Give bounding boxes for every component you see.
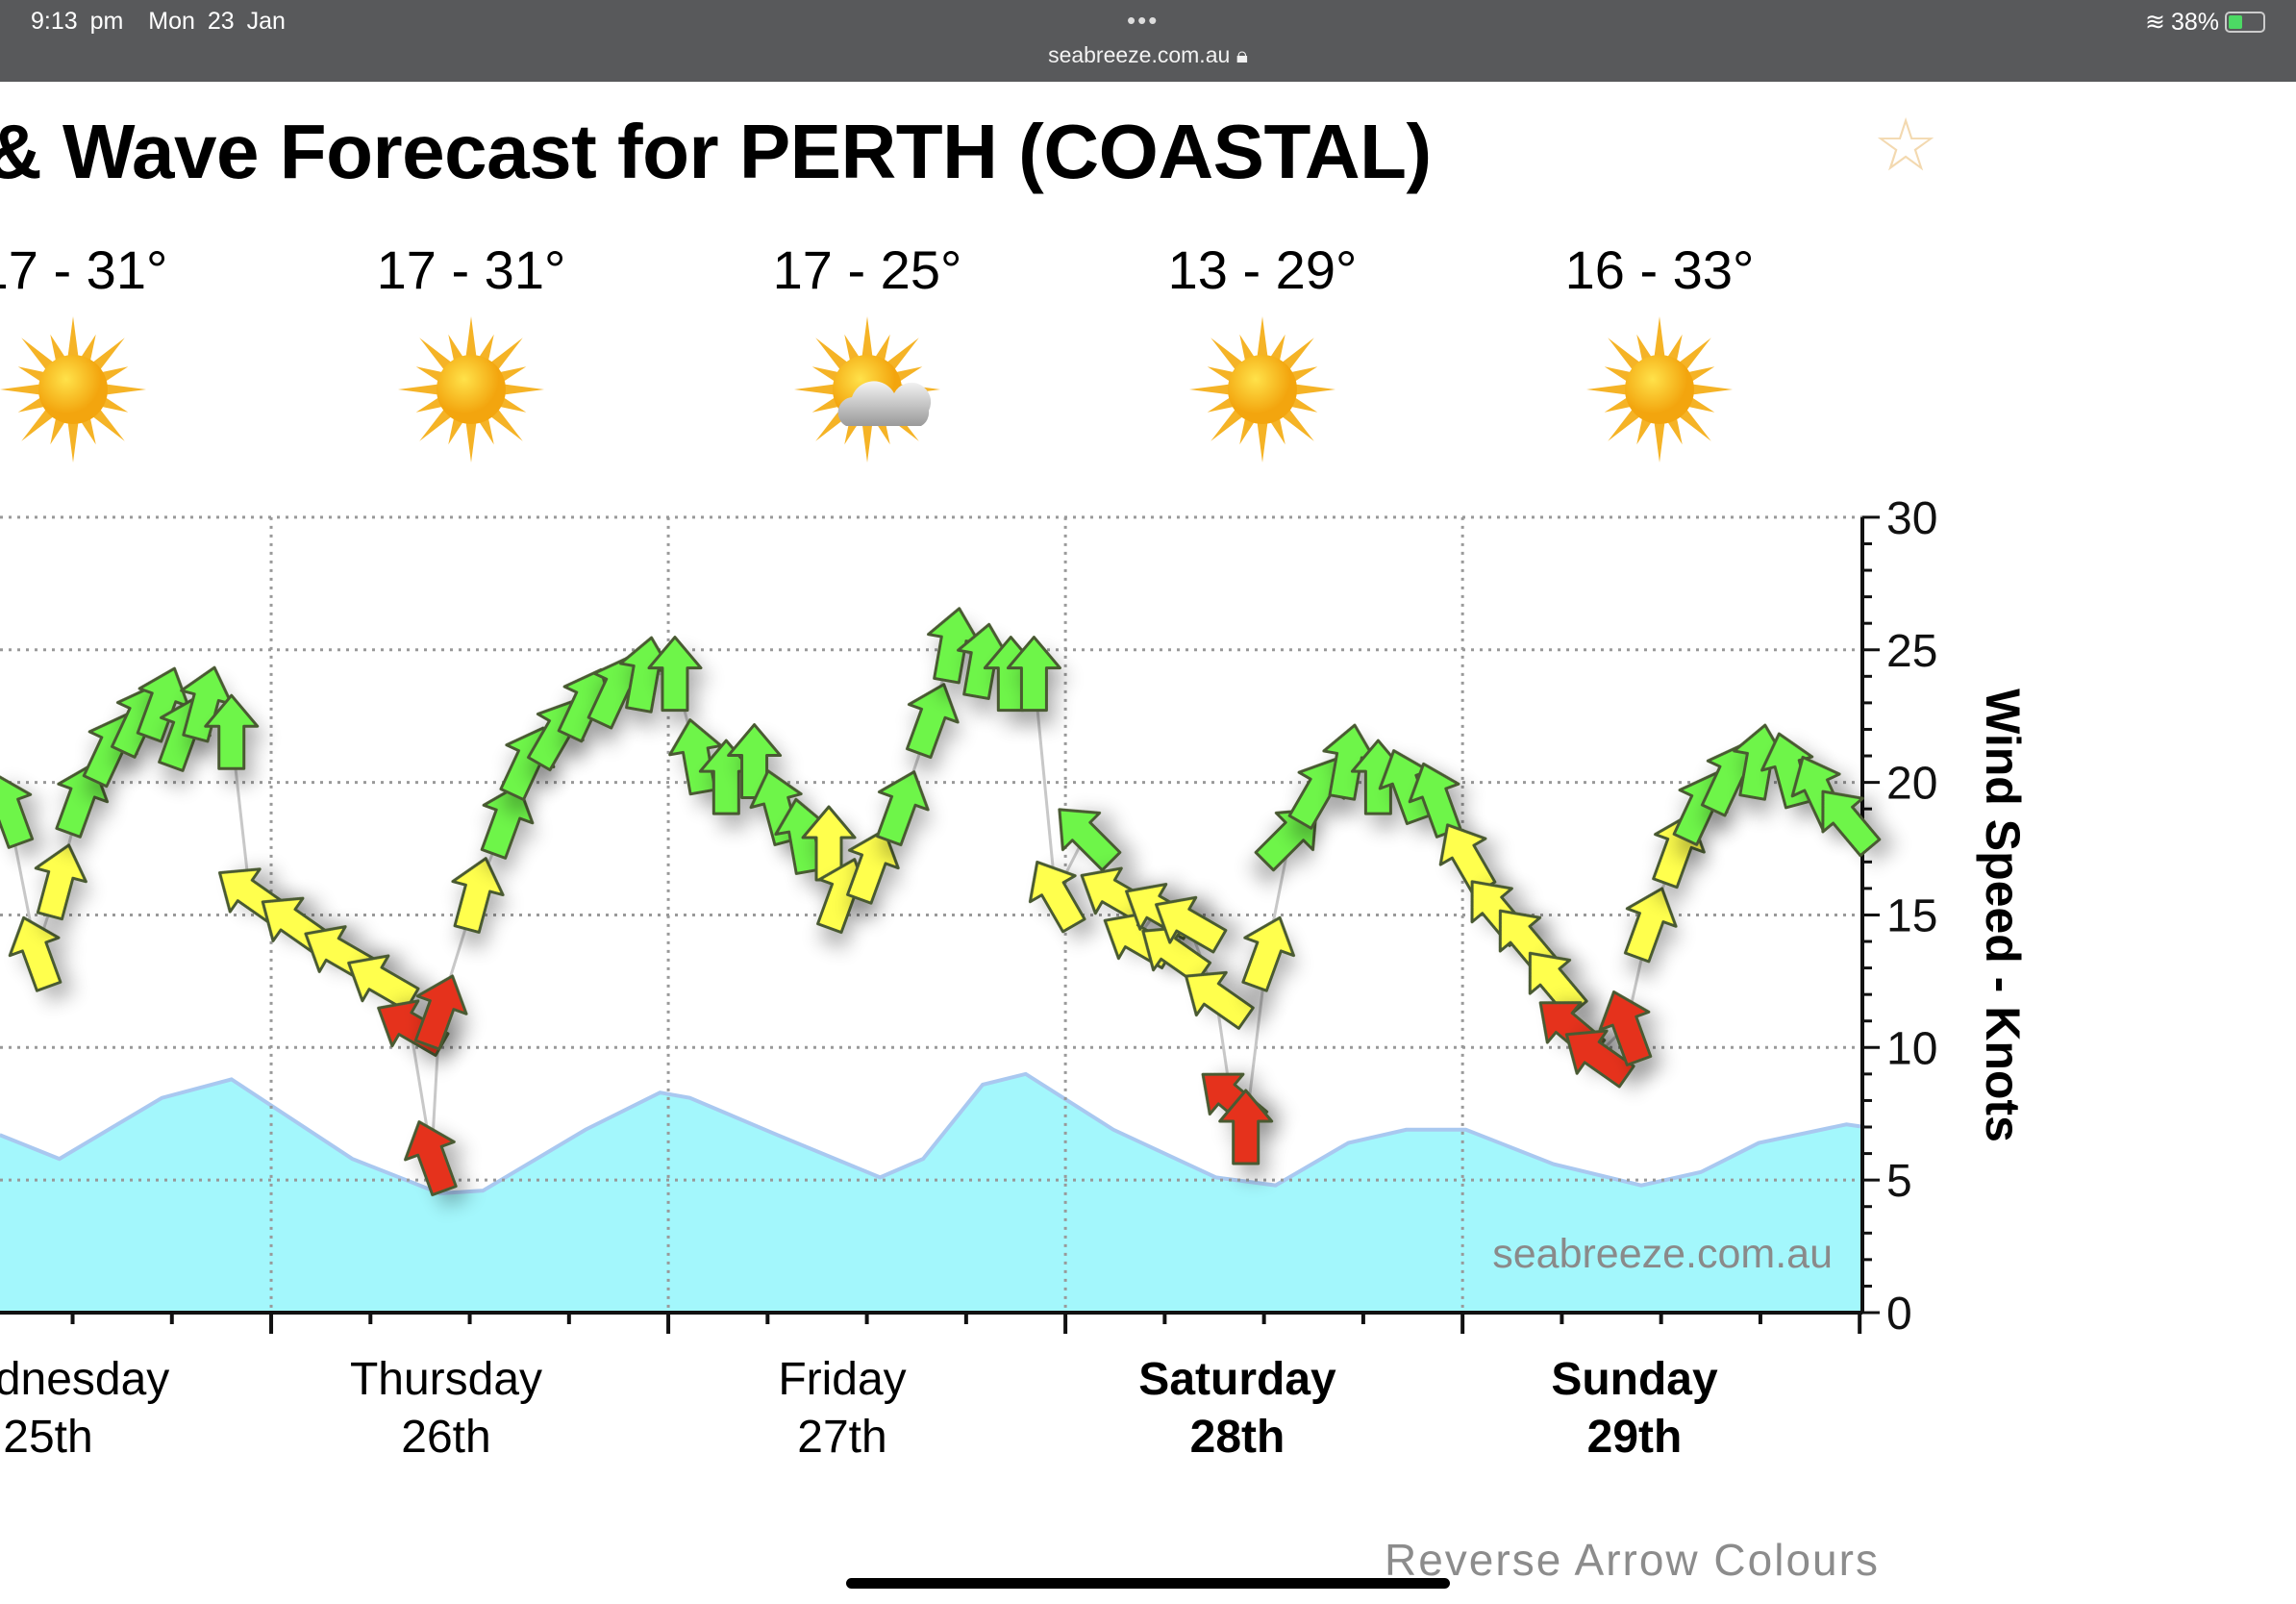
wind-arrow bbox=[0, 772, 35, 849]
status-right: ≋ 38% bbox=[2145, 8, 2265, 37]
reverse-arrow-colours-link[interactable]: Reverse Arrow Colours bbox=[1385, 1535, 1880, 1585]
y-tick-label: 0 bbox=[1886, 1289, 1912, 1340]
y-tick-label: 20 bbox=[1886, 759, 1937, 810]
y-tick-label: 25 bbox=[1886, 626, 1937, 677]
sun-icon bbox=[394, 313, 548, 466]
wind-arrow bbox=[876, 770, 930, 847]
day-name: Saturday bbox=[1138, 1354, 1336, 1405]
favourite-star-icon[interactable]: ☆ bbox=[1873, 105, 1939, 187]
day-date: 27th bbox=[797, 1412, 887, 1463]
wind-arrow bbox=[1218, 1089, 1274, 1165]
wind-arrow bbox=[34, 843, 87, 921]
day-temp-range: 16 - 33° bbox=[1564, 239, 1755, 300]
day-label: Sunday 29th bbox=[1461, 1351, 1808, 1466]
more-dots-icon[interactable]: ••• bbox=[1127, 6, 1160, 35]
y-tick-label: 30 bbox=[1886, 493, 1937, 544]
status-bar: 9:13 pm Mon 23 Jan ••• seabreeze.com.au … bbox=[0, 0, 2296, 82]
watermark: seabreeze.com.au bbox=[1492, 1231, 1833, 1277]
day-name: Wednesday bbox=[0, 1354, 170, 1405]
day-label: Wednesday 25th bbox=[0, 1351, 221, 1466]
day-name: Friday bbox=[778, 1354, 907, 1405]
y-tick-label: 10 bbox=[1886, 1023, 1937, 1074]
day-date: 28th bbox=[1189, 1412, 1285, 1463]
wind-arrow bbox=[1623, 887, 1678, 964]
battery-icon bbox=[2225, 12, 2265, 33]
day-label: Saturday 28th bbox=[1064, 1351, 1410, 1466]
day-date: 29th bbox=[1586, 1412, 1683, 1463]
lock-icon: 🔒︎ bbox=[1235, 42, 1248, 67]
wind-arrow bbox=[1058, 808, 1122, 872]
wind-arrow bbox=[413, 974, 468, 1051]
y-tick-label: 15 bbox=[1886, 890, 1937, 941]
page-title: & Wave Forecast for PERTH (COASTAL) bbox=[0, 109, 1432, 194]
sun-cloud-icon bbox=[790, 313, 944, 466]
url-bar[interactable]: seabreeze.com.au 🔒︎ bbox=[0, 42, 2296, 68]
wind-arrow bbox=[1155, 895, 1228, 954]
wind-arrow bbox=[846, 828, 900, 905]
sun-icon bbox=[1185, 313, 1339, 466]
wind-arrow bbox=[1201, 1072, 1269, 1133]
wind-arrow bbox=[1006, 636, 1061, 713]
wind-arrow bbox=[647, 636, 703, 713]
day-label: Friday 27th bbox=[669, 1351, 1015, 1466]
wind-arrow bbox=[451, 857, 505, 934]
day-name: Sunday bbox=[1551, 1354, 1718, 1405]
wind-arrow bbox=[1028, 860, 1086, 934]
wind-arrow bbox=[8, 915, 62, 992]
wind-arrow bbox=[1185, 970, 1255, 1030]
y-tick-label: 5 bbox=[1886, 1156, 1912, 1207]
wifi-icon: ≋ bbox=[2145, 9, 2165, 36]
day-temp-range: 17 - 31° bbox=[376, 239, 566, 300]
wind-arrow bbox=[906, 683, 960, 760]
wind-arrow bbox=[480, 783, 535, 860]
battery-percent: 38% bbox=[2170, 8, 2219, 36]
wind-arrow bbox=[1254, 808, 1318, 872]
url-text[interactable]: seabreeze.com.au bbox=[1048, 42, 1231, 67]
wind-arrow bbox=[1821, 789, 1882, 858]
status-date: Mon 23 Jan bbox=[148, 8, 286, 35]
wind-arrow bbox=[204, 693, 260, 770]
sun-icon bbox=[0, 313, 150, 466]
home-indicator[interactable] bbox=[846, 1578, 1450, 1589]
day-date: 25th bbox=[3, 1412, 93, 1463]
day-name: Thursday bbox=[349, 1354, 543, 1405]
wind-arrow bbox=[347, 954, 420, 1013]
day-temp-range: 13 - 29° bbox=[1167, 239, 1358, 300]
day-temp-range: 17 - 25° bbox=[772, 239, 962, 300]
status-time-date: 9:13 pm Mon 23 Jan bbox=[31, 8, 286, 36]
day-date: 26th bbox=[401, 1412, 491, 1463]
y-axis-label: Wind Speed - Knots bbox=[1976, 689, 2030, 1142]
wind-arrow bbox=[1241, 915, 1296, 992]
day-label: Thursday 26th bbox=[273, 1351, 619, 1466]
day-temp-range: 17 - 31° bbox=[0, 239, 168, 300]
wave-line bbox=[0, 1071, 1865, 1195]
wind-arrow bbox=[1598, 990, 1653, 1066]
status-time: 9:13 pm bbox=[31, 8, 124, 35]
wind-arrow bbox=[668, 718, 723, 796]
wind-arrow bbox=[404, 1120, 458, 1196]
sun-icon bbox=[1583, 313, 1736, 466]
wind-arrow bbox=[1564, 1029, 1635, 1089]
wave-area bbox=[0, 1073, 1865, 1313]
